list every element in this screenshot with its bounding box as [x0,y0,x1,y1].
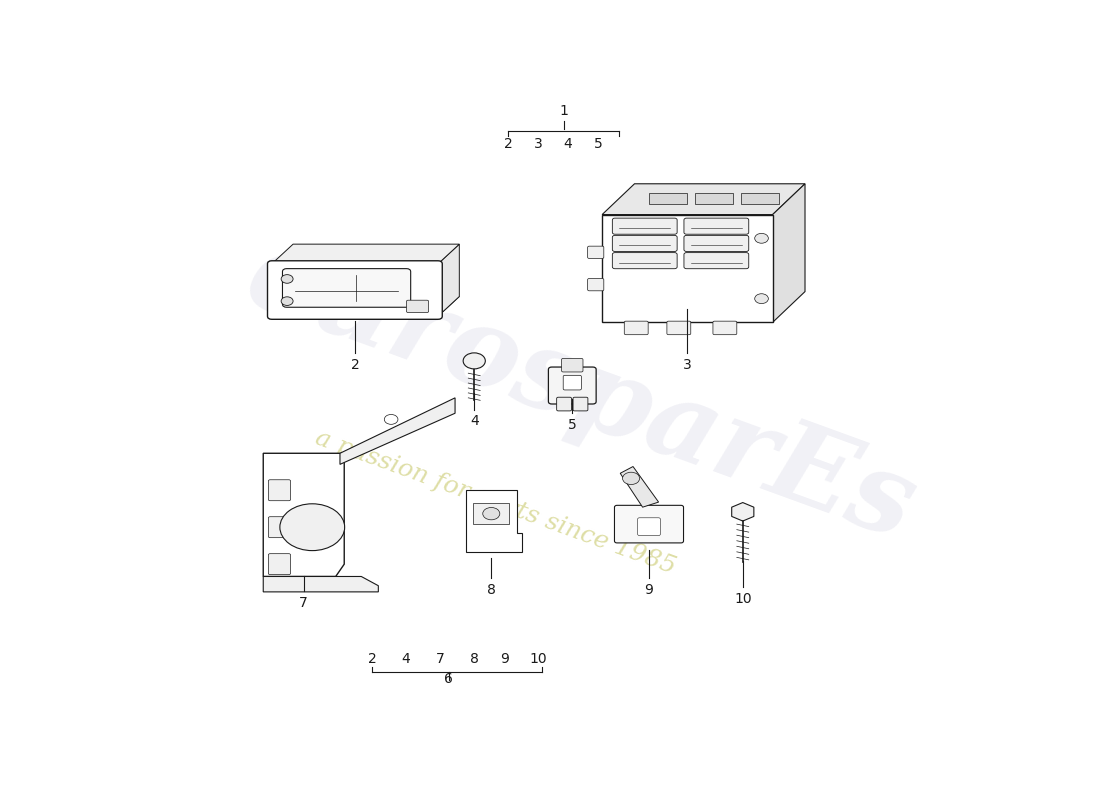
Text: 2: 2 [504,138,513,151]
Polygon shape [649,193,686,204]
FancyBboxPatch shape [684,253,749,269]
Text: 4: 4 [563,138,572,151]
Polygon shape [620,466,659,507]
Text: 1: 1 [559,103,569,118]
Circle shape [282,274,293,283]
FancyBboxPatch shape [638,518,660,535]
FancyBboxPatch shape [587,246,604,258]
Polygon shape [602,184,805,214]
FancyBboxPatch shape [268,554,290,574]
Text: 6: 6 [444,672,453,686]
FancyBboxPatch shape [562,358,583,372]
FancyBboxPatch shape [407,300,429,313]
Polygon shape [263,454,344,577]
Polygon shape [438,244,460,316]
Text: 2: 2 [367,652,376,666]
Text: 4: 4 [470,414,478,429]
Polygon shape [772,184,805,322]
Circle shape [623,472,639,485]
FancyBboxPatch shape [587,278,604,291]
Text: 2: 2 [351,358,360,372]
FancyBboxPatch shape [713,321,737,334]
Circle shape [282,297,293,306]
Text: 3: 3 [683,358,692,372]
Text: 8: 8 [470,652,478,666]
Polygon shape [263,577,378,592]
Polygon shape [732,502,754,521]
FancyBboxPatch shape [573,398,587,411]
FancyBboxPatch shape [557,398,572,411]
Text: 9: 9 [645,582,653,597]
FancyBboxPatch shape [613,253,678,269]
Text: 8: 8 [487,582,496,597]
FancyBboxPatch shape [549,367,596,404]
FancyBboxPatch shape [667,321,691,334]
Text: 7: 7 [436,652,444,666]
Polygon shape [465,490,522,552]
FancyBboxPatch shape [684,218,749,234]
Text: 10: 10 [529,652,547,666]
FancyBboxPatch shape [268,517,290,538]
Circle shape [463,353,485,369]
Text: 4: 4 [402,652,410,666]
Polygon shape [272,297,460,316]
Circle shape [755,234,768,243]
FancyBboxPatch shape [267,261,442,319]
Polygon shape [695,193,733,204]
FancyBboxPatch shape [283,269,410,307]
FancyBboxPatch shape [613,218,678,234]
Text: 3: 3 [534,138,542,151]
Polygon shape [741,193,779,204]
FancyBboxPatch shape [625,321,648,334]
Polygon shape [473,502,509,524]
FancyBboxPatch shape [615,506,683,543]
Circle shape [279,504,344,550]
Circle shape [483,507,499,520]
Text: 10: 10 [734,592,751,606]
Text: 7: 7 [299,596,308,610]
Text: 9: 9 [499,652,508,666]
FancyBboxPatch shape [613,235,678,251]
Circle shape [384,414,398,424]
Circle shape [755,294,768,303]
Text: a passion for parts since 1985: a passion for parts since 1985 [312,426,679,578]
Polygon shape [340,398,455,464]
Text: 5: 5 [568,418,576,431]
FancyBboxPatch shape [563,375,581,390]
Text: 5: 5 [594,138,602,151]
FancyBboxPatch shape [268,480,290,501]
FancyBboxPatch shape [602,214,772,322]
Text: eurosparEs: eurosparEs [232,221,930,562]
FancyBboxPatch shape [684,235,749,251]
Polygon shape [272,244,460,264]
